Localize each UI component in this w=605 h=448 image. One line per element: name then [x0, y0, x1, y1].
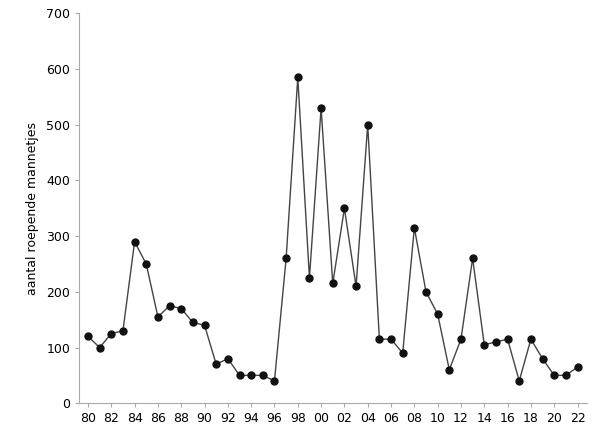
Y-axis label: aantal roepende mannetjes: aantal roepende mannetjes	[27, 122, 39, 295]
